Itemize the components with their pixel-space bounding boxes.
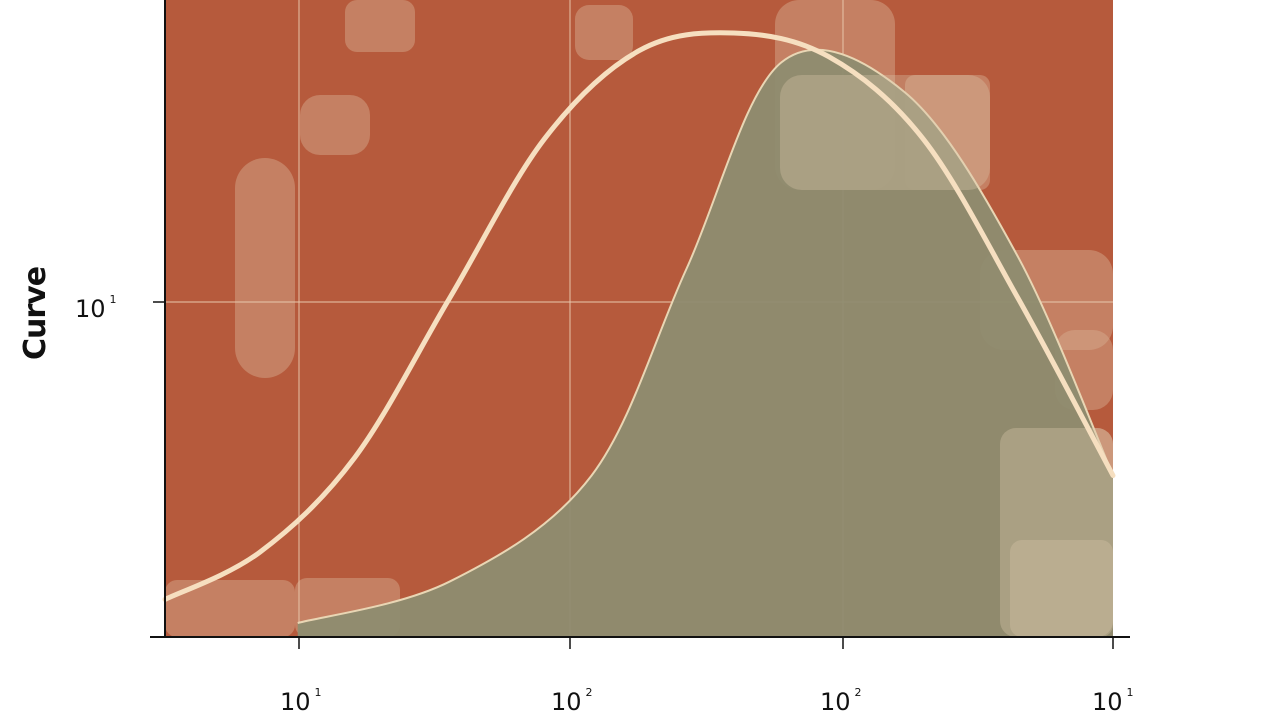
background-block [575, 5, 633, 60]
area-block [1010, 540, 1113, 637]
background-block [345, 0, 415, 52]
x-tick-label: 10 1 [280, 686, 322, 716]
area-series [297, 49, 1114, 638]
area-series-edge [297, 48, 1114, 624]
area-block [780, 75, 990, 190]
x-tick-label: 10 2 [820, 686, 862, 716]
x-tick-label: 10 1 [1092, 686, 1134, 716]
x-tick-label: 10 2 [551, 686, 593, 716]
y-axis-label: Curve [18, 266, 53, 360]
background-block [165, 580, 295, 637]
y-tick-label: 10 1 [75, 293, 117, 323]
background-block [300, 95, 370, 155]
area-block [1000, 428, 1113, 637]
background-block [235, 158, 295, 378]
line-series [162, 30, 1116, 602]
